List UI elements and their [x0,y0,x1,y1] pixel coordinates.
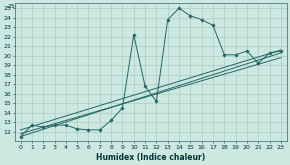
Text: 25: 25 [7,4,15,9]
X-axis label: Humidex (Indice chaleur): Humidex (Indice chaleur) [96,152,205,162]
